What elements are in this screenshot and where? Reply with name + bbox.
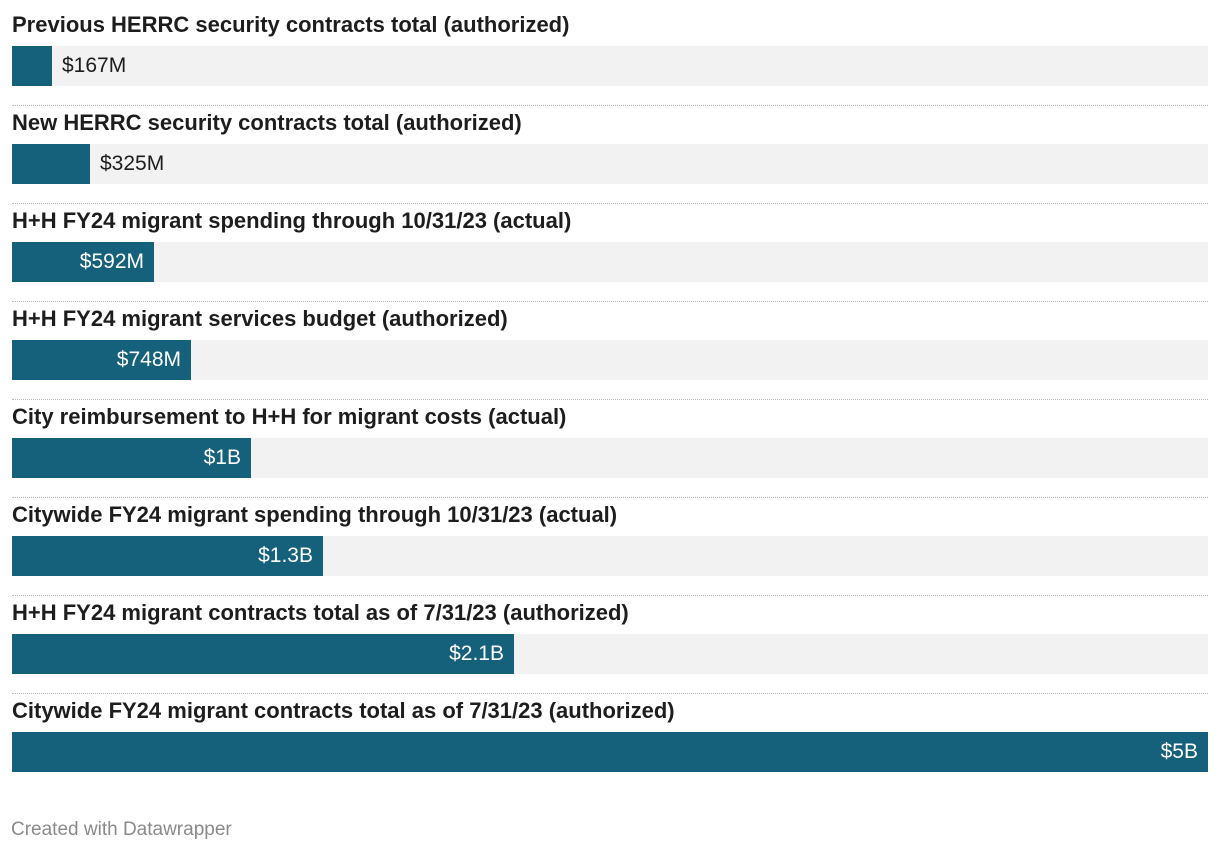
category-label: H+H FY24 migrant spending through 10/31/… [12,208,572,233]
value-label: $1B [203,446,241,469]
category-label: H+H FY24 migrant contracts total as of 7… [12,600,629,625]
bar-row: City reimbursement to H+H for migrant co… [12,400,1208,498]
bar [12,242,154,282]
value-label: $167M [62,54,127,77]
category-label: Citywide FY24 migrant spending through 1… [12,502,618,527]
bar-row: New HERRC security contracts total (auth… [12,106,1208,204]
value-label: $1.3B [258,544,313,567]
bar [12,634,514,674]
bar-track: $325M [12,144,1208,184]
bar [12,144,90,184]
bar-row: H+H FY24 migrant contracts total as of 7… [12,596,1208,694]
value-label: $748M [116,348,181,371]
value-label: $325M [100,152,165,175]
bar-row: H+H FY24 migrant spending through 10/31/… [12,204,1208,302]
bar-row: Citywide FY24 migrant contracts total as… [12,694,1208,792]
bar-track: $2.1B [12,634,1208,674]
category-label: City reimbursement to H+H for migrant co… [12,404,567,429]
bar [12,536,323,576]
credit-footer: Created with Datawrapper [11,819,232,840]
value-label: $592M [79,250,144,273]
bar [12,438,251,478]
bar-track: $167M [12,46,1208,86]
bar-row: H+H FY24 migrant services budget (author… [12,302,1208,400]
bar-track: $1.3B [12,536,1208,576]
category-label: Previous HERRC security contracts total … [12,12,570,37]
value-label: $5B [1160,740,1198,763]
bar [12,340,191,380]
bar-row: Previous HERRC security contracts total … [12,8,1208,106]
bar [12,732,1208,772]
value-label: $2.1B [449,642,504,665]
bar [12,46,52,86]
category-label: New HERRC security contracts total (auth… [12,110,522,135]
category-label: H+H FY24 migrant services budget (author… [12,306,508,331]
bar-track: $1B [12,438,1208,478]
bar-track: $592M [12,242,1208,282]
bar-chart: Previous HERRC security contracts total … [12,8,1208,792]
bar-track: $748M [12,340,1208,380]
bar-track: $5B [12,732,1208,772]
category-label: Citywide FY24 migrant contracts total as… [12,698,675,723]
bar-row: Citywide FY24 migrant spending through 1… [12,498,1208,596]
